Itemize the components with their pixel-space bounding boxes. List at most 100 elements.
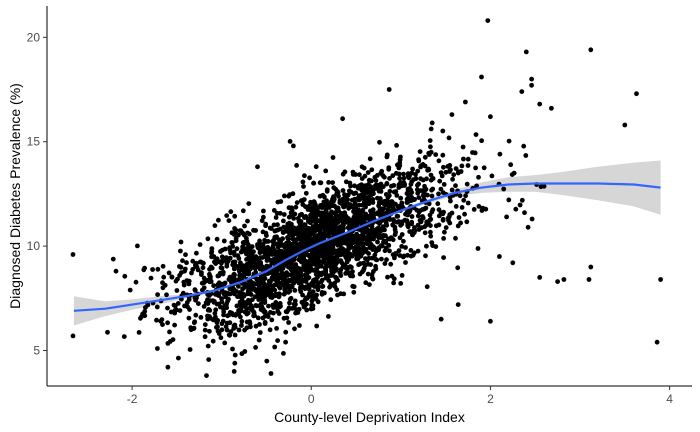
scatter-point [305,242,311,248]
scatter-point [289,251,295,256]
scatter-point [334,255,340,261]
scatter-point [347,264,353,269]
scatter-point [239,323,244,328]
scatter-point [332,222,338,227]
scatter-point [323,206,329,212]
scatter-point [191,320,197,326]
scatter-point [291,273,296,278]
scatter-point [462,211,467,217]
scatter-point [113,268,119,274]
scatter-point [284,315,290,321]
scatter-point [216,293,222,298]
scatter-point [561,277,567,282]
scatter-point [335,278,341,283]
scatter-point [353,172,358,177]
scatter-point [286,289,291,295]
scatter-point [368,212,374,218]
scatter-point [238,291,244,296]
scatter-point [215,282,221,288]
scatter-point [150,267,156,272]
scatter-point [207,271,212,277]
scatter-point [291,236,296,242]
scatter-point [529,216,535,222]
scatter-point [254,303,260,309]
scatter-point [216,217,221,223]
scatter-point [162,282,168,288]
scatter-point [272,287,278,293]
scatter-point [207,314,212,319]
scatter-point [206,357,212,362]
scatter-point [274,228,279,233]
scatter-point [332,284,338,289]
scatter-point [407,209,412,215]
axes [43,6,692,390]
scatter-point [219,265,225,271]
scatter-point [315,273,320,279]
scatter-point [201,280,207,285]
scatter-point [247,319,253,325]
scatter-point [301,254,307,259]
scatter-point [436,213,442,219]
x-axis-title: County-level Deprivation Index [274,409,465,425]
scatter-point [178,248,183,254]
scatter-point [393,229,398,235]
scatter-point [271,251,276,256]
scatter-point [165,364,171,370]
scatter-point [251,262,257,267]
scatter-point [275,309,281,314]
scatter-point [256,337,262,343]
scatter-point [395,162,400,168]
scatter-point [347,180,353,186]
scatter-point [242,223,247,229]
scatter-point [415,248,421,254]
scatter-point [207,308,213,313]
scatter-point [359,176,365,182]
scatter-point [271,305,276,310]
scatter-point [240,247,245,253]
scatter-point [324,187,330,193]
scatter-point [255,242,260,247]
scatter-point [331,229,337,235]
scatter-point [443,169,449,175]
scatter-point [298,270,303,276]
scatter-point [227,320,233,326]
scatter-point [326,314,331,319]
scatter-point [319,221,324,226]
scatter-point [251,286,256,292]
scatter-point [287,241,292,247]
scatter-point [244,306,250,311]
scatter-point [244,311,250,317]
scatter-point [267,282,273,288]
scatter-point [310,248,316,254]
scatter-point [336,208,341,214]
scatter-point [275,338,280,343]
scatter-point [321,199,327,205]
scatter-point [274,267,279,272]
scatter-point [340,116,345,122]
scatter-point [385,236,391,242]
scatter-point [392,224,398,230]
scatter-point [422,154,428,160]
scatter-point [312,268,318,273]
scatter-point [479,74,484,80]
y-tick-label: 5 [33,344,40,358]
scatter-point [240,240,246,246]
scatter-point [327,211,333,217]
x-tick-label: 2 [487,392,494,406]
scatter-point [430,186,436,192]
scatter-point [395,213,401,219]
scatter-point [269,258,274,264]
scatter-point [310,306,316,311]
scatter-point [300,202,306,207]
scatter-point [268,371,274,376]
scatter-point [306,233,312,239]
scatter-point [277,267,283,272]
scatter-point [362,192,367,198]
confidence-ribbon [73,160,661,326]
scatter-point [218,249,223,254]
scatter-point [232,360,238,366]
scatter-point [210,298,216,303]
scatter-point [324,233,330,239]
scatter-point [439,173,445,179]
scatter-point [186,315,192,321]
